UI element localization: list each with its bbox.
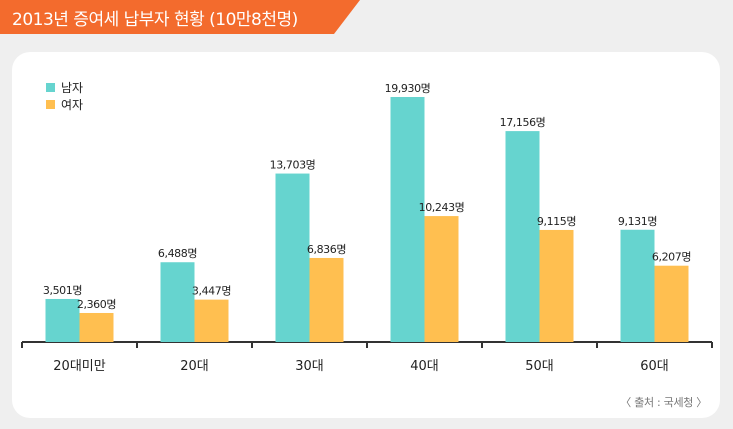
bar-male	[275, 173, 310, 342]
x-tick-label: 20대	[180, 359, 209, 374]
x-tick-label: 20대미만	[53, 359, 105, 374]
bar-female	[194, 299, 229, 342]
title-banner	[0, 0, 360, 34]
x-tick-label: 50대	[525, 359, 554, 374]
source-note: 〈 출처 : 국세청 〉	[620, 396, 707, 409]
bar-female	[79, 312, 114, 342]
data-label: 17,156명	[500, 116, 546, 129]
x-tick-label: 40대	[410, 359, 439, 374]
data-label: 10,243명	[419, 201, 465, 214]
data-label: 2,360명	[77, 298, 116, 311]
bar-female	[539, 229, 574, 342]
x-tick-label: 30대	[295, 359, 324, 374]
data-label: 19,930명	[385, 82, 431, 95]
bar-female	[654, 265, 689, 342]
data-label: 13,703명	[270, 159, 316, 172]
bar-male	[45, 298, 80, 342]
data-label: 3,447명	[192, 285, 231, 298]
bar-female	[309, 257, 344, 342]
data-label: 6,207명	[652, 251, 691, 264]
legend-label: 남자	[61, 81, 83, 95]
x-tick-label: 60대	[640, 359, 669, 374]
data-label: 9,115명	[537, 215, 576, 228]
bar-male	[505, 131, 540, 342]
data-label: 6,488명	[158, 247, 197, 260]
bar-male	[390, 97, 425, 342]
data-label: 6,836명	[307, 243, 346, 256]
page-title: 2013년 증여세 납부자 현황 (10만8천명)	[12, 10, 298, 30]
chart-panel	[12, 52, 720, 418]
legend-label: 여자	[61, 98, 83, 112]
bar-male	[620, 229, 655, 342]
bar-female	[424, 216, 459, 342]
legend-swatch	[46, 100, 55, 109]
legend-swatch	[46, 83, 55, 92]
data-label: 3,501명	[43, 284, 82, 297]
bar-male	[160, 262, 195, 342]
data-label: 9,131명	[618, 215, 657, 228]
